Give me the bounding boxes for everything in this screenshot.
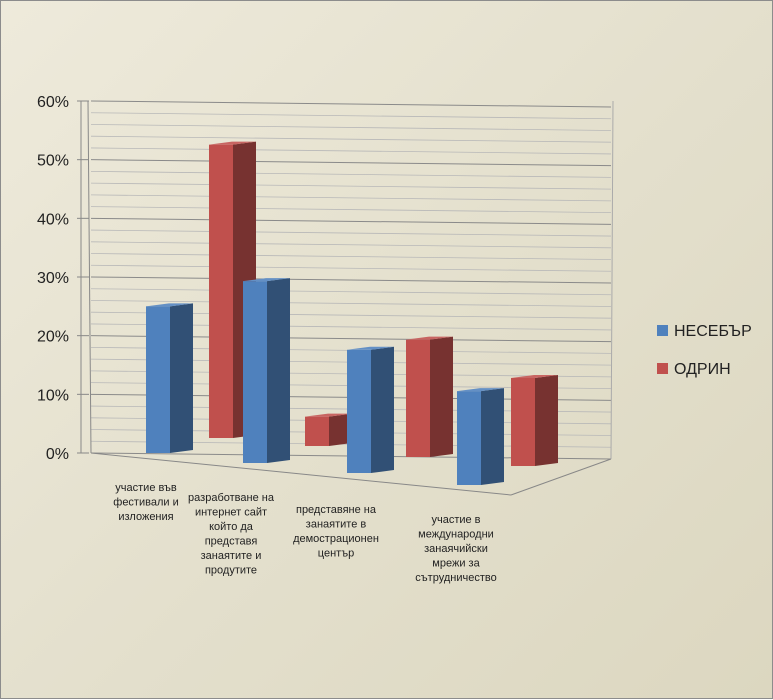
- y-tick-label: 0%: [46, 446, 69, 463]
- bar-nesebar-1: [146, 303, 193, 453]
- back-wall-edge: [610, 100, 614, 460]
- gridline: [90, 241, 612, 249]
- bar-nesebar-4: [457, 388, 504, 485]
- gridline: [90, 171, 612, 178]
- bar-nesebar-2: [243, 278, 290, 463]
- gridline: [90, 229, 612, 237]
- gridline: [90, 217, 612, 225]
- x-category-label: представяне на занаятите в демострационен ц…: [293, 504, 379, 560]
- x-category-label: разработване на интернет сайт който да пред…: [188, 492, 275, 577]
- gridline: [90, 288, 612, 296]
- bar-odrin-4: [511, 375, 558, 466]
- legend-swatch: [657, 325, 668, 336]
- floor-side-edge: [510, 458, 612, 496]
- x-category-label: участие в международни занаячийски мрежи за…: [415, 514, 496, 584]
- gridline: [90, 206, 612, 213]
- gridline: [90, 124, 612, 131]
- y-tick-label: 50%: [37, 153, 69, 170]
- gridline: [90, 253, 612, 260]
- y-tick-label: 10%: [37, 387, 69, 404]
- bar-odrin-3: [406, 336, 453, 457]
- gridline: [90, 276, 612, 284]
- gridline: [90, 182, 612, 190]
- gridline: [90, 135, 612, 143]
- gridline: [90, 100, 612, 108]
- bar-nesebar-3: [347, 346, 394, 473]
- y-tick-label: 30%: [37, 270, 69, 287]
- y-tick-label: 40%: [37, 211, 69, 228]
- gridline: [90, 300, 612, 307]
- legend-swatch: [657, 363, 668, 374]
- legend-label: ОДРИН: [674, 361, 731, 378]
- floor-front-edge: [90, 452, 512, 496]
- gridline: [90, 264, 612, 272]
- y-tick-label: 20%: [37, 329, 69, 346]
- legend-label: НЕСЕБЪР: [674, 323, 752, 340]
- gridline: [90, 194, 612, 202]
- x-category-label: участие във фестивали и изложения: [113, 482, 178, 523]
- gridline: [90, 159, 612, 167]
- gridline: [90, 112, 612, 120]
- bar-odrin-2: [305, 413, 352, 446]
- y-tick-label: 60%: [37, 94, 69, 111]
- gridline: [90, 147, 612, 155]
